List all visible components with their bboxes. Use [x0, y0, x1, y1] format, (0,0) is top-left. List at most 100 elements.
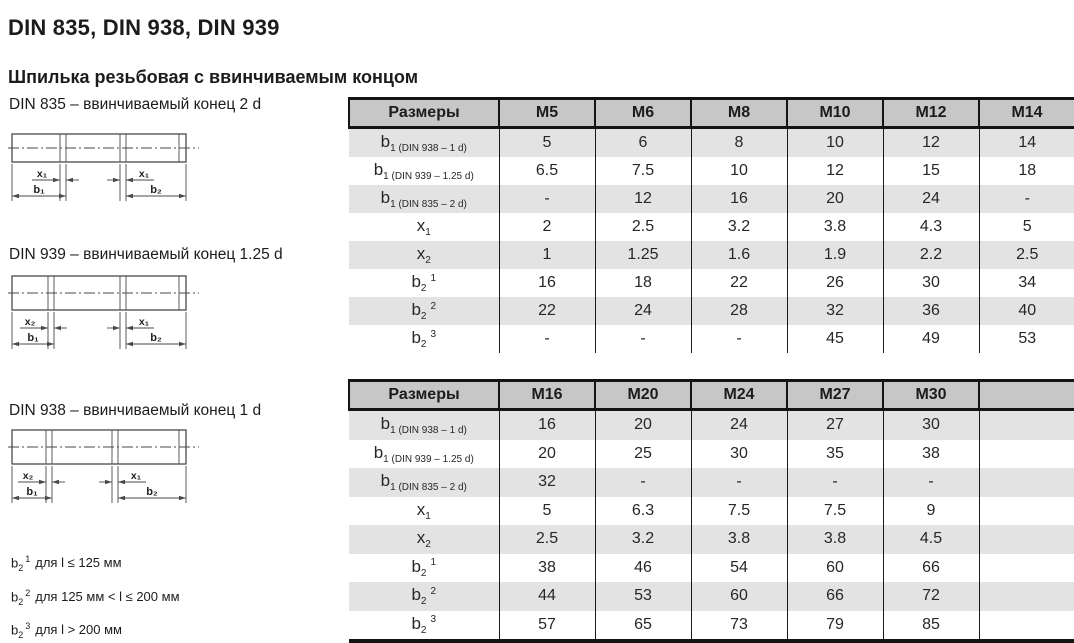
- table-row: x1 5 6.3 7.5 7.5 9: [349, 496, 1074, 525]
- value-cell: 3.2: [690, 213, 788, 241]
- stud-body: [11, 133, 187, 163]
- value-cell: -: [594, 325, 692, 353]
- value-cell: 44: [498, 582, 596, 611]
- column-header-m14: M14: [978, 97, 1074, 129]
- value-cell: 65: [594, 610, 692, 643]
- table-row: b21 38 46 54 60 66: [349, 553, 1074, 582]
- value-cell: 22: [690, 269, 788, 297]
- row-label-sub: 1: [425, 510, 431, 522]
- value-cell: 7.5: [594, 157, 692, 185]
- value-cell: 25: [594, 439, 692, 468]
- value-cell: 7.5: [786, 496, 884, 525]
- column-header-m24: M24: [690, 379, 788, 411]
- row-label-base: x: [416, 243, 426, 263]
- value-cell: 60: [690, 582, 788, 611]
- value-cell: 32: [786, 297, 884, 325]
- row-label-cell: x2: [349, 525, 500, 554]
- row-label-sub: 2: [420, 624, 427, 636]
- footnote-symbol: b: [11, 622, 19, 638]
- row-label-sub: 1 (DIN 938 – 1 d): [390, 425, 467, 437]
- value-cell: [978, 553, 1074, 582]
- value-cell: 16: [498, 269, 596, 297]
- footnote-symbol: b: [11, 589, 19, 605]
- value-cell: 20: [594, 409, 692, 440]
- value-cell: [978, 409, 1074, 440]
- footnote-symbol-sup: 3: [25, 621, 31, 631]
- value-cell: 10: [786, 127, 884, 157]
- row-label-cell: b22: [349, 582, 500, 611]
- row-label-sup: 1: [430, 557, 437, 569]
- value-cell: 3.2: [594, 525, 692, 554]
- row-label-sub: 2: [425, 539, 431, 551]
- column-header-m20: M20: [594, 379, 692, 411]
- value-cell: 8: [690, 127, 788, 157]
- row-label-sup: 2: [430, 300, 437, 312]
- value-cell: 32: [498, 468, 596, 497]
- dim-label-b-right: b₂: [150, 184, 162, 196]
- value-cell: 5: [498, 127, 596, 157]
- row-label-sup: 1: [430, 272, 437, 284]
- footnote-symbol-sup: 1: [25, 554, 31, 564]
- value-cell: 20: [786, 185, 884, 213]
- row-label-base: b: [411, 327, 421, 347]
- page-title: DIN 835, DIN 938, DIN 939: [8, 14, 280, 40]
- row-label-sub: 2: [420, 339, 427, 351]
- value-cell: 53: [594, 582, 692, 611]
- row-label-cell: b21: [349, 269, 500, 297]
- value-cell: 38: [498, 553, 596, 582]
- row-label-base: b: [411, 613, 421, 633]
- drawing-title-din939: DIN 939 – ввинчиваемый конец 1.25 d: [9, 246, 283, 263]
- value-cell: 4.3: [882, 213, 980, 241]
- row-label-sup: 3: [430, 614, 437, 626]
- footnote-text: для l > 200 мм: [35, 622, 122, 638]
- value-cell: 4.5: [882, 525, 980, 554]
- value-cell: 66: [882, 553, 980, 582]
- drawing-din835: x₁ x₁ b₁ b₂: [8, 122, 204, 211]
- stud-body: [11, 275, 187, 311]
- value-cell: 3.8: [690, 525, 788, 554]
- value-cell: 1.25: [594, 241, 692, 269]
- value-cell: 30: [882, 269, 980, 297]
- drawing-din938: x₂ x₁ b₁ b₂: [8, 418, 204, 513]
- value-cell: [978, 439, 1074, 468]
- value-cell: 12: [882, 127, 980, 157]
- row-label-sub: 2: [420, 311, 427, 323]
- value-cell: 2.5: [594, 213, 692, 241]
- value-cell: -: [498, 185, 596, 213]
- table-row: b1 (DIN 835 – 2 d) 32- - - -: [349, 468, 1074, 497]
- stud-drawing: x₂ x₁ b₁ b₂: [8, 429, 199, 503]
- dim-label-b-right: b₂: [146, 486, 158, 498]
- value-cell: -: [690, 468, 788, 497]
- row-label-sub: 1 (DIN 938 – 1 d): [390, 143, 467, 155]
- row-label-base: b: [380, 471, 391, 491]
- drawing-title-din938: DIN 938 – ввинчиваемый конец 1 d: [9, 402, 262, 419]
- value-cell: 1.9: [786, 241, 884, 269]
- table-row: x2 2.5 3.2 3.8 3.8 4.5: [349, 525, 1074, 554]
- footnote-b2-1: b21 для l ≤ 125 мм: [11, 554, 122, 573]
- value-cell: 5: [978, 213, 1074, 241]
- row-label-base: b: [373, 442, 384, 462]
- table-row: x1 2 2.5 3.2 3.8 4.3 5: [349, 213, 1074, 241]
- column-header-m16: M16: [498, 379, 596, 411]
- value-cell: 22: [498, 297, 596, 325]
- value-cell: [978, 468, 1074, 497]
- footnote-text: для l ≤ 125 мм: [35, 555, 122, 571]
- row-label-sub: 1: [425, 227, 431, 239]
- row-label-base: b: [380, 131, 391, 151]
- dim-label-x-left: x₂: [23, 470, 34, 482]
- value-cell: -: [882, 468, 980, 497]
- row-label-sub: 1 (DIN 835 – 2 d): [390, 199, 467, 211]
- value-cell: 18: [978, 157, 1074, 185]
- row-label-cell: b23: [349, 610, 500, 643]
- footnote-b2-2: b22 для 125 мм < l ≤ 200 мм: [11, 588, 180, 607]
- stud-drawing: x₁ x₁ b₁ b₂: [8, 133, 199, 201]
- value-cell: 27: [786, 409, 884, 440]
- value-cell: -: [498, 325, 596, 353]
- value-cell: [978, 610, 1074, 643]
- row-label-cell: b1 (DIN 938 – 1 d): [349, 127, 500, 157]
- row-label-cell: b22: [349, 297, 500, 325]
- value-cell: 34: [978, 269, 1074, 297]
- row-label-cell: b23: [349, 325, 500, 353]
- table-row: b1 (DIN 939 – 1.25 d) 20 25 30 35 38: [349, 439, 1074, 468]
- value-cell: 36: [882, 297, 980, 325]
